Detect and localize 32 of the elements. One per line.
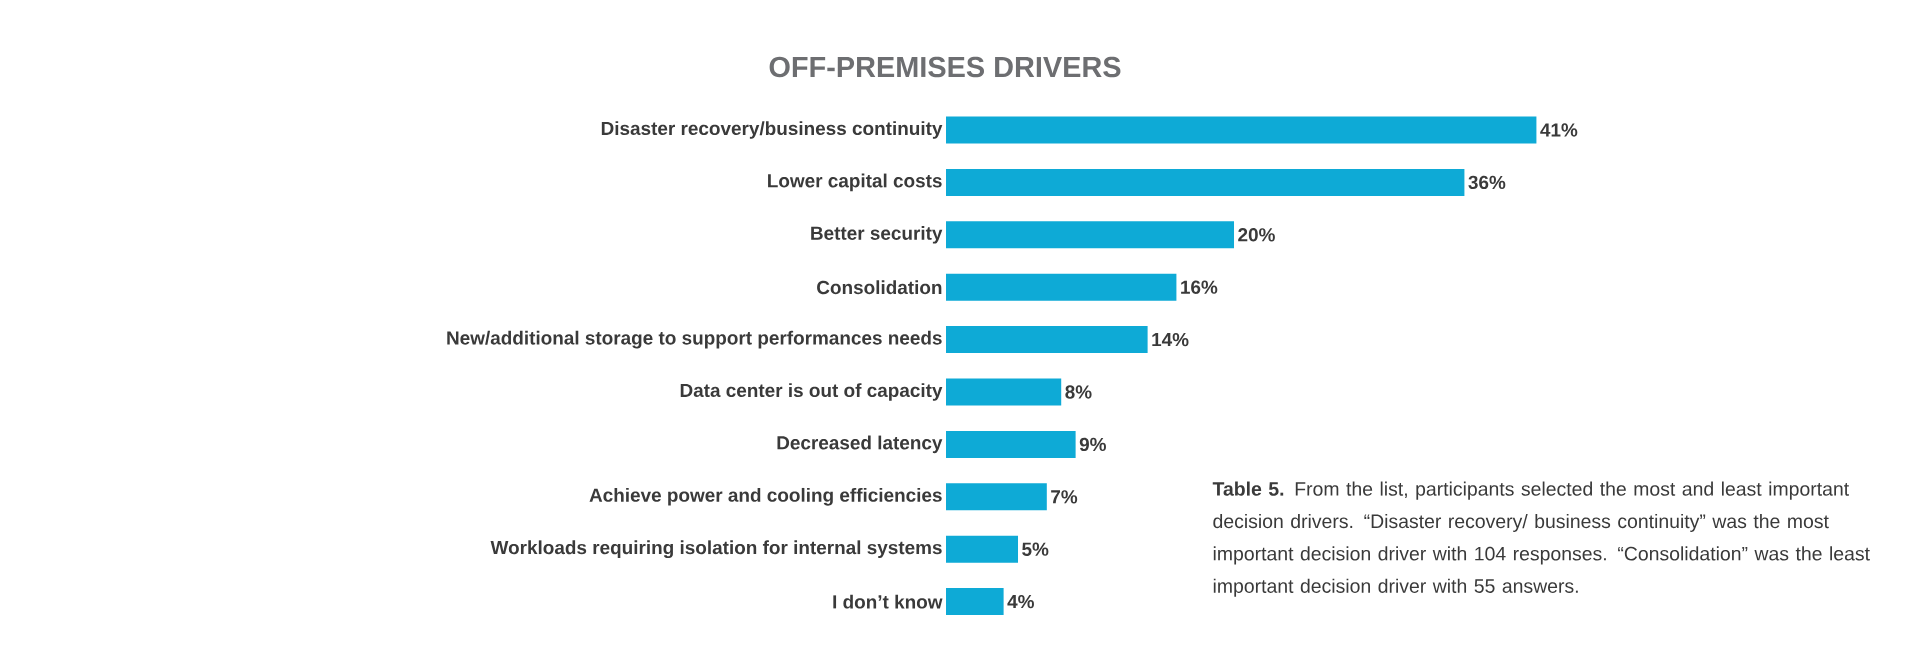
data-label: 14%	[1152, 332, 1189, 347]
bar	[946, 588, 1004, 616]
bar	[946, 535, 1019, 563]
annotation: Table 5. From the list, participants selected the most and least important decision drivers. “Disaster recovery/ business continuity” was the most important decision driver with 104 responses. “Consolidation” was the least important decision driver with 55 answers.	[1212, 481, 1870, 597]
y-tick-label: Decreased latency	[777, 435, 943, 454]
bar	[946, 168, 1465, 196]
y-tick-label: Disaster recovery/business continuity	[601, 121, 943, 139]
y-tick-label: I don’t know	[833, 594, 943, 609]
bar	[946, 430, 1076, 458]
y-tick-label: New/additional storage to support performances needs	[447, 330, 942, 349]
y-tick-label: Better security	[811, 225, 943, 244]
y-tick-label: Consolidation	[817, 280, 942, 295]
chart-title: OFF-PREMISES DRIVERS	[769, 56, 1121, 78]
y-tick-label: Lower capital costs	[768, 173, 942, 192]
data-label: 41%	[1540, 123, 1578, 137]
data-label: 7%	[1051, 490, 1078, 504]
bar	[946, 378, 1062, 406]
bar	[946, 326, 1148, 354]
data-label: 5%	[1022, 542, 1049, 556]
data-label: 16%	[1181, 280, 1218, 294]
data-label: 8%	[1065, 385, 1092, 399]
data-label: 9%	[1079, 437, 1106, 452]
bar	[946, 221, 1235, 249]
bar	[946, 483, 1047, 511]
y-tick-label: Workloads requiring isolation for internal systems	[490, 540, 942, 559]
bar	[946, 273, 1177, 301]
bar	[946, 116, 1537, 144]
data-label: 20%	[1238, 228, 1275, 242]
y-tick-label: Data center is out of capacity	[680, 383, 943, 401]
data-label: 36%	[1468, 175, 1506, 190]
data-label: 4%	[1007, 594, 1034, 609]
y-tick-label: Achieve power and cooling efficiencies	[589, 487, 942, 506]
